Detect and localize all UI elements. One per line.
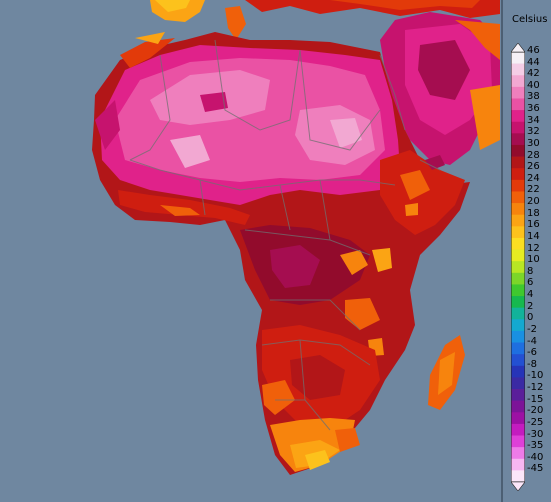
scale-swatch: [511, 75, 525, 88]
scale-label: -4: [527, 335, 537, 347]
scale-label: -25: [527, 416, 544, 428]
legend-panel: Celsius 46 44 42 40 38 36 34 32 30 28 26 24 22 20 18 16…: [501, 0, 551, 502]
scale-label: 18: [527, 207, 540, 219]
scale-swatch: [511, 307, 525, 320]
scale-swatch: [511, 400, 525, 413]
scale-swatch: [511, 226, 525, 239]
scale-swatch: [511, 296, 525, 308]
scale-swatch: [511, 412, 525, 425]
scale-label: 38: [527, 91, 540, 103]
scale-swatch: [511, 342, 525, 355]
scale-swatch: [511, 52, 525, 64]
scale-swatch: [511, 389, 525, 401]
scale-swatch: [511, 110, 525, 123]
scale-swatch: [511, 284, 525, 297]
scale-swatch: [511, 377, 525, 390]
scale-label: 34: [527, 114, 540, 126]
arabia-landmass: [380, 12, 500, 165]
scale-label: -2: [527, 323, 537, 335]
scale-label: -40: [527, 451, 544, 463]
scale-label: 12: [527, 242, 540, 254]
scale-label: 42: [527, 68, 540, 80]
scale-label: 32: [527, 126, 540, 138]
scale-label: 8: [527, 265, 534, 277]
scale-label: 6: [527, 277, 534, 289]
scale-swatch: [511, 179, 525, 192]
scale-swatch: [511, 470, 525, 482]
scale-label: 40: [527, 79, 540, 91]
country-borders: [129, 39, 441, 431]
scale-label: -12: [527, 382, 544, 394]
scale-label: -8: [527, 358, 537, 370]
scale-label: 4: [527, 289, 534, 301]
scale-label: 44: [527, 56, 540, 68]
scale-label: -10: [527, 370, 544, 382]
scale-label: 46: [527, 45, 540, 56]
scale-swatch: [511, 168, 525, 181]
scale-label: 26: [527, 161, 540, 173]
europe-landmass: [150, 0, 500, 40]
scale-label: 20: [527, 196, 540, 208]
scale-swatch: [511, 435, 525, 448]
africa-temperature-map: [92, 0, 500, 475]
scale-label: 24: [527, 172, 540, 184]
scale-swatch: [511, 447, 525, 460]
scale-label: -15: [527, 393, 544, 405]
scale-swatch: [511, 63, 525, 76]
scale-label: 22: [527, 184, 540, 196]
scale-swatch: [511, 133, 525, 146]
scale-swatch: [511, 458, 525, 471]
scale-swatch: [511, 144, 525, 157]
scale-swatch: [511, 261, 525, 274]
scale-swatch: [511, 121, 525, 134]
scale-label: -6: [527, 347, 537, 359]
scale-label: 16: [527, 219, 540, 231]
scale-swatch: [511, 237, 525, 250]
scale-label: 28: [527, 149, 540, 161]
scale-label: -20: [527, 405, 544, 417]
scale-swatch: [511, 86, 525, 99]
scale-swatch: [511, 365, 525, 378]
scale-swatch: [511, 214, 525, 227]
scale-swatch: [511, 423, 525, 436]
scale-swatch: [511, 319, 525, 332]
scale-label: -35: [527, 440, 544, 452]
scale-swatch: [511, 272, 525, 285]
scale-label: 0: [527, 312, 534, 324]
color-scale-bar: [511, 52, 525, 482]
scale-label: 30: [527, 137, 540, 149]
legend-unit-label: Celsius: [512, 14, 548, 25]
scale-bottom-arrow: [511, 482, 525, 491]
scale-swatch: [511, 156, 525, 169]
scale-swatch: [511, 330, 525, 343]
scale-swatch: [511, 354, 525, 367]
scale-label: -45: [527, 463, 544, 475]
scale-label: 36: [527, 103, 540, 115]
scale-swatch: [511, 249, 525, 262]
scale-label: 2: [527, 300, 534, 312]
scale-swatch: [511, 98, 525, 111]
scale-swatch: [511, 203, 525, 216]
scale-label: 14: [527, 230, 540, 242]
scale-swatch: [511, 191, 525, 204]
scale-label: -30: [527, 428, 544, 440]
scale-label: 10: [527, 254, 540, 266]
scale-top-arrow: [511, 43, 525, 52]
